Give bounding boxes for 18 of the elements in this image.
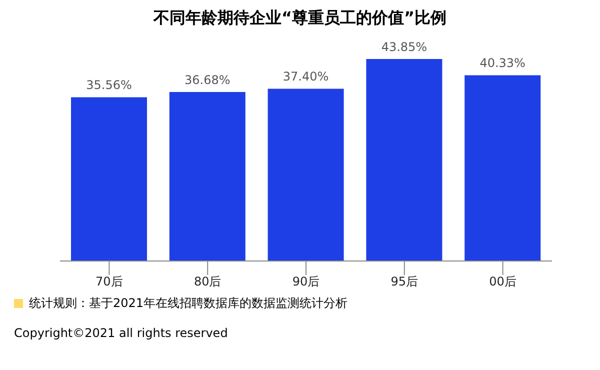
data-label: 35.56% [86, 78, 132, 92]
bar [464, 75, 541, 261]
data-label: 36.68% [184, 73, 230, 88]
bar [268, 88, 344, 261]
x-tick-label: 90后 [292, 274, 320, 289]
data-label: 37.40% [282, 70, 329, 84]
x-tick-label: 80后 [194, 274, 222, 289]
text: 统计规则：基于2021年在线招聘数据库的数据监测统计分析 [29, 295, 348, 312]
bar [169, 92, 246, 261]
bar [366, 59, 442, 261]
data-label: 43.85% [381, 40, 428, 54]
x-tick-label: 00后 [489, 274, 516, 289]
x-tick-label: 70后 [96, 274, 123, 289]
text: Copyright©2021 all rights reserved [14, 326, 228, 340]
x-tick-label: 95后 [390, 274, 418, 289]
data-label: 40.33% [480, 56, 526, 70]
bar [71, 97, 147, 261]
chart-title: 不同年龄期待企业“尊重员工的价值”比例 [152, 8, 448, 29]
